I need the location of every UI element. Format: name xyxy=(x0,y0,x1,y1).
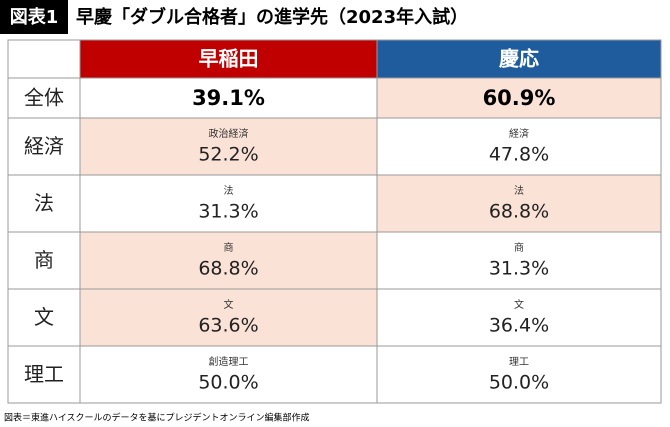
cell-sub: 政治経済 xyxy=(209,127,249,140)
cell-sub: 理工 xyxy=(509,356,529,368)
cell-bg xyxy=(79,117,378,176)
title: 早慶「ダブル合格者」の進学先（2023年入試） xyxy=(76,6,468,28)
row-label-bg xyxy=(7,77,81,119)
cell-sub: 文 xyxy=(224,298,234,311)
row-label-bg xyxy=(7,345,81,404)
cell-value: 31.3% xyxy=(489,258,549,280)
cell-bg xyxy=(79,345,378,404)
row-label: 文 xyxy=(34,305,54,329)
cell-value: 52.2% xyxy=(198,144,258,166)
cell-sub: 商 xyxy=(224,241,234,254)
row-label-bg xyxy=(7,231,81,290)
cell-value: 50.0% xyxy=(489,372,549,394)
column-header-bg xyxy=(376,39,662,79)
badge-bg xyxy=(0,0,68,34)
column-header: 早稲田 xyxy=(199,47,259,71)
cell-sub: 創造理工 xyxy=(209,355,249,368)
row-label: 経済 xyxy=(24,134,64,158)
row-label: 理工 xyxy=(24,362,64,386)
cell-bg xyxy=(79,174,378,233)
cell-value: 68.8% xyxy=(489,201,549,223)
cell-value: 63.6% xyxy=(198,315,258,337)
cell-value: 39.1% xyxy=(192,86,265,110)
column-header: 慶応 xyxy=(499,47,539,71)
cell-sub: 経済 xyxy=(509,127,529,140)
row-label: 法 xyxy=(34,191,54,215)
cell-bg xyxy=(376,288,662,347)
cell-bg xyxy=(376,231,662,290)
cell-value: 50.0% xyxy=(198,372,258,394)
header-blank xyxy=(7,39,81,79)
row-label-bg xyxy=(7,288,81,347)
cell-sub: 商 xyxy=(514,241,524,254)
cell-value: 31.3% xyxy=(198,201,258,223)
row-label: 商 xyxy=(34,248,54,272)
cell-sub: 文 xyxy=(514,298,524,311)
row-label: 全体 xyxy=(24,86,64,110)
cell-bg xyxy=(79,288,378,347)
cell-value: 68.8% xyxy=(198,258,258,280)
cell-bg xyxy=(376,345,662,404)
badge: 図表1 xyxy=(10,6,59,28)
source: 図表＝東進ハイスクールのデータを基にプレジデントオンライン編集部作成 xyxy=(4,412,310,424)
cell-value: 36.4% xyxy=(489,315,549,337)
cell-bg xyxy=(376,117,662,176)
cell-sub: 法 xyxy=(514,184,524,197)
cell-value: 60.9% xyxy=(483,86,556,110)
column-header-bg xyxy=(79,39,378,79)
cell-bg xyxy=(79,231,378,290)
cell-sub: 法 xyxy=(224,184,234,197)
row-label-bg xyxy=(7,174,81,233)
cell-value: 47.8% xyxy=(489,144,549,166)
